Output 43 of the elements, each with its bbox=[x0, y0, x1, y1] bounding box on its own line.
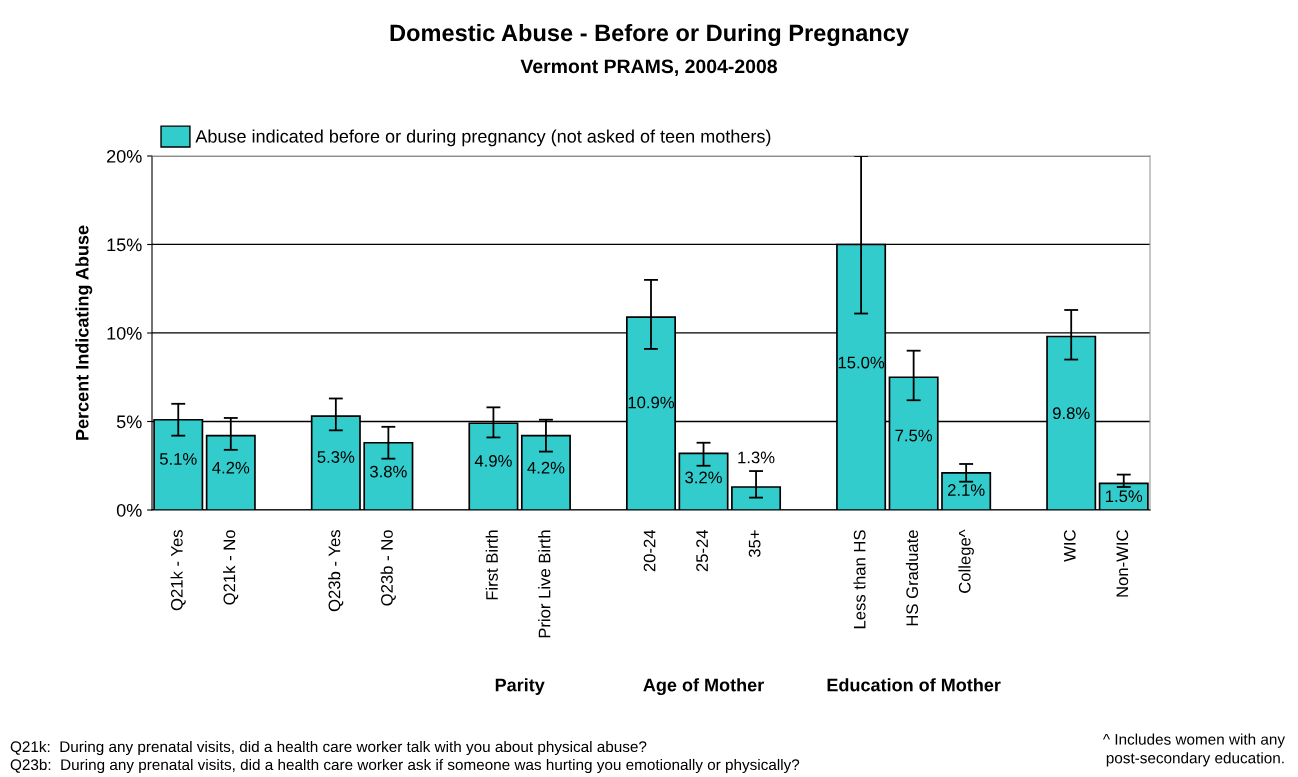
x-tick-label: WIC bbox=[1063, 530, 1076, 562]
data-label: 7.5% bbox=[895, 429, 933, 442]
text: ^ Includes women with any post-secondary education. bbox=[1102, 733, 1285, 767]
x-tick-label: 20-24 bbox=[643, 529, 656, 572]
x-tick-label: Non-WIC bbox=[1116, 530, 1129, 597]
chart-title: Domestic Abuse - Before or During Pregnancy bbox=[390, 23, 909, 47]
y-tick-label: 10% bbox=[107, 326, 142, 340]
x-tick-label: Prior Live Birth bbox=[538, 530, 551, 638]
x-tick-label: Q21k - Yes bbox=[170, 530, 186, 611]
data-label: 1.3% bbox=[738, 451, 775, 464]
data-label: 3.2% bbox=[685, 471, 722, 484]
data-label: 9.8% bbox=[1053, 407, 1090, 420]
text: Parity bbox=[495, 678, 545, 695]
x-tick-label: Q21k - No bbox=[223, 530, 239, 605]
x-tick-label: College^ bbox=[958, 529, 974, 593]
data-label: 3.8% bbox=[370, 465, 407, 478]
chart-subtitle: Vermont PRAMS, 2004-2008 bbox=[520, 59, 778, 77]
text: Age of Mother bbox=[643, 678, 764, 696]
x-tick-label: First Birth bbox=[485, 530, 498, 600]
data-label: 10.9% bbox=[628, 396, 675, 409]
data-label: 5.1% bbox=[159, 453, 197, 465]
y-tick-label: 0% bbox=[116, 503, 142, 517]
y-tick-label: 20% bbox=[107, 149, 142, 163]
y-axis-title: Percent Indicating Abuse bbox=[75, 225, 93, 440]
x-tick-label: 35+ bbox=[748, 530, 761, 558]
x-tick-label: Q23b - No bbox=[380, 530, 396, 606]
x-tick-label: HS Graduate bbox=[905, 530, 919, 626]
data-label: 4.2% bbox=[212, 461, 250, 474]
data-label: 5.3% bbox=[317, 451, 355, 463]
x-tick-label: 25-24 bbox=[696, 529, 708, 572]
data-label: 2.1% bbox=[948, 484, 985, 496]
data-label: 1.5% bbox=[1106, 490, 1143, 503]
y-tick-label: 5% bbox=[116, 415, 142, 429]
x-tick-label: Less than HS bbox=[853, 530, 866, 629]
data-label: 4.9% bbox=[474, 454, 512, 467]
data-label: 15.0% bbox=[838, 356, 885, 369]
x-tick-label: Q23b - Yes bbox=[328, 530, 344, 612]
text: Q23b: During any prenatal visits, did a health care worker ask if someone was hurting you emotionally or physically? bbox=[10, 758, 800, 774]
y-tick-label: 15% bbox=[107, 238, 142, 252]
data-label: 4.2% bbox=[527, 461, 565, 474]
legend-label: Abuse indicated before or during pregnancy (not asked of teen mothers) bbox=[195, 129, 771, 147]
text: Q21k: During any prenatal visits, did a health care worker talk with you about physical abuse? bbox=[10, 740, 647, 756]
text: Education of Mother bbox=[827, 678, 1001, 692]
